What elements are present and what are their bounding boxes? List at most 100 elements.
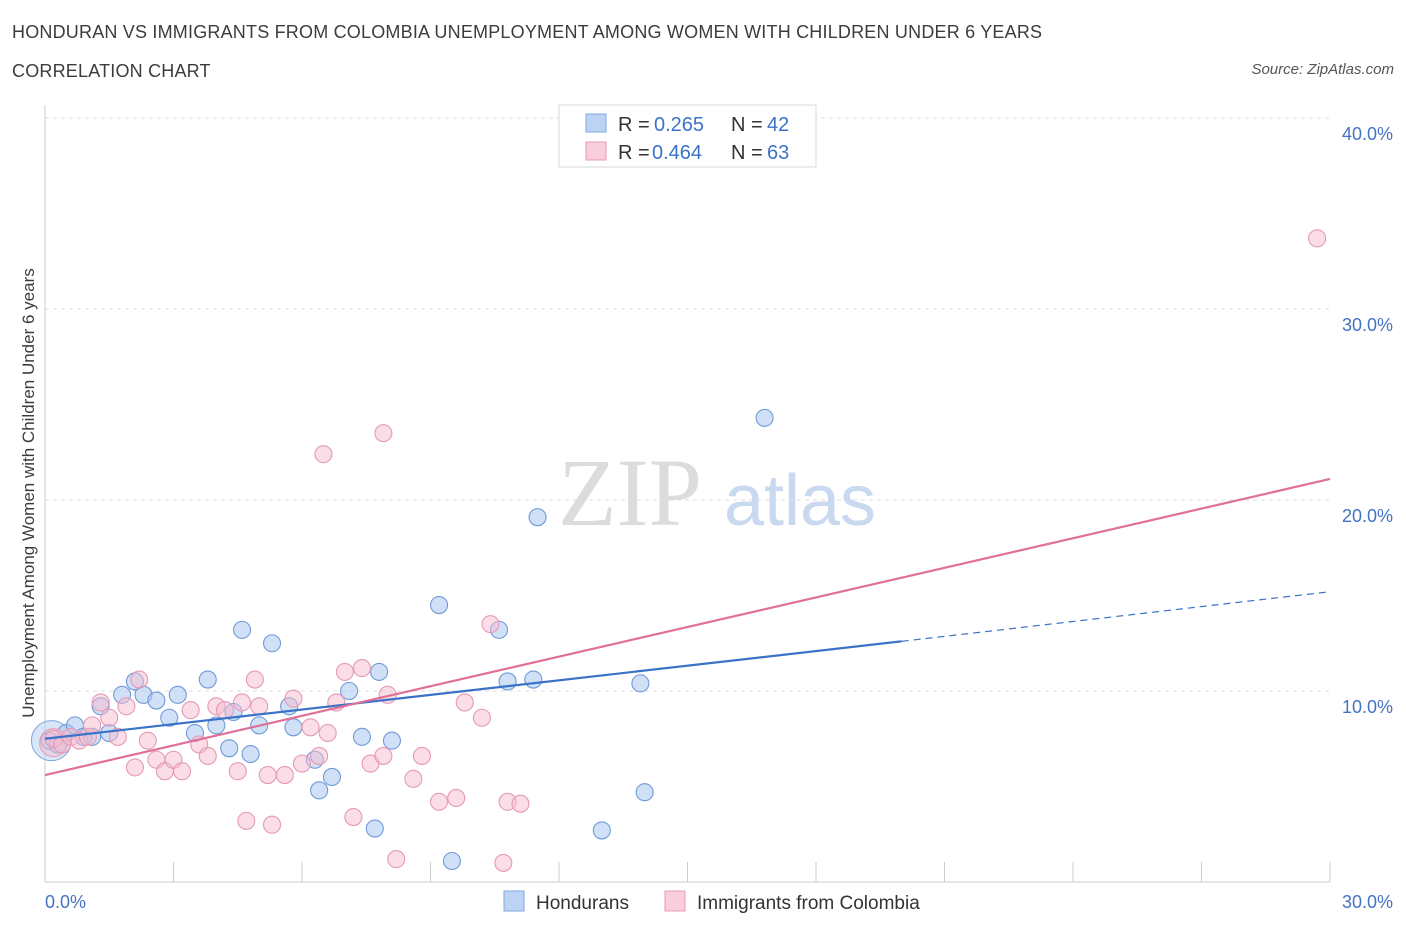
legend-swatch-pink [585, 141, 607, 161]
x-axis-ticks [44, 862, 1331, 882]
colombia-point [108, 727, 127, 746]
colombia-point [237, 811, 256, 830]
colombia-point [83, 716, 102, 735]
colombia-point [447, 788, 466, 808]
x-tick-label-0: 0.0% [45, 892, 86, 912]
y-tick-label-20: 20.0% [1342, 506, 1393, 526]
colombia-point [275, 765, 294, 785]
hondurans-point [168, 685, 187, 704]
colombia-point [374, 424, 393, 443]
colombia-point [228, 762, 247, 781]
bottom-legend-colombia: Immigrants from Colombia [697, 893, 920, 914]
colombia-point [100, 708, 119, 727]
hondurans-point [631, 674, 650, 693]
legend-n-value-0: 42 [767, 114, 789, 136]
hondurans-point [322, 767, 342, 787]
grid-lines [45, 117, 1330, 692]
colombia-point [318, 723, 337, 743]
colombia-point [344, 808, 363, 827]
hondurans-point [262, 634, 282, 653]
colombia-point [387, 850, 406, 869]
colombia-point [352, 659, 372, 678]
hondurans-point [220, 739, 239, 758]
hondurans-point [635, 783, 654, 802]
y-tick-label-10: 10.0% [1342, 697, 1393, 717]
colombia-point [412, 746, 431, 765]
colombia-point [301, 718, 320, 737]
colombia-point [245, 670, 264, 689]
colombia-point [181, 701, 200, 720]
hondurans-point [340, 681, 359, 701]
hondurans-point [241, 744, 260, 764]
source-label: Source: ZipAtlas.com [1251, 61, 1394, 78]
correlation-legend: R = 0.265 N = 42 R = 0.464 N = 63 [558, 104, 817, 168]
colombia-trend-line [44, 477, 1331, 777]
colombia-point [250, 697, 269, 716]
watermark: ZIP atlas [558, 439, 876, 546]
y-axis-label: Unemployment Among Women with Children U… [19, 268, 38, 717]
bottom-legend-hondurans: Hondurans [536, 893, 629, 914]
trend-lines [44, 477, 1331, 777]
colombia-point [494, 853, 513, 872]
colombia-point [138, 731, 157, 750]
colombia-point [374, 746, 393, 765]
colombia-point [284, 689, 303, 708]
bottom-legend-swatch-colombia [664, 890, 686, 912]
colombia-point [404, 769, 423, 788]
colombia-point [511, 794, 530, 813]
colombia-point [481, 615, 500, 634]
hondurans-point [310, 781, 329, 800]
hondurans-point [232, 620, 252, 639]
hondurans-point [207, 716, 226, 735]
watermark-zip: ZIP [558, 439, 702, 546]
legend-r-value-0: 0.265 [654, 114, 704, 136]
colombia-point [292, 754, 312, 773]
legend-r-label-0: R = [618, 114, 650, 136]
chart-title: HONDURAN VS IMMIGRANTS FROM COLOMBIA UNE… [12, 22, 1043, 42]
hondurans-point [442, 851, 461, 871]
colombia-point [472, 708, 491, 727]
y-tick-label-40: 40.0% [1342, 124, 1393, 144]
series-colombia-points [39, 229, 1327, 872]
legend-r-value-1: 0.464 [652, 142, 702, 164]
legend-r-label-1: R = [618, 142, 650, 164]
colombia-point [130, 670, 149, 689]
hondurans-point [284, 718, 303, 737]
y-tick-label-30: 30.0% [1342, 315, 1393, 335]
colombia-point [430, 792, 449, 811]
hondurans-point [352, 727, 372, 746]
colombia-point [310, 746, 329, 765]
hondurans-point [524, 670, 543, 689]
hondurans-trend-extension [901, 591, 1331, 642]
hondurans-point [160, 708, 179, 727]
colombia-point [91, 693, 110, 712]
legend-n-label-0: N = [731, 114, 763, 136]
hondurans-trend-line [44, 640, 902, 740]
legend-n-value-1: 63 [767, 142, 789, 164]
colombia-point [258, 765, 277, 785]
colombia-point [1308, 229, 1327, 248]
y-tick-labels: 10.0% 20.0% 30.0% 40.0% [1342, 124, 1393, 717]
colombia-point [125, 758, 144, 777]
hondurans-point [198, 670, 217, 689]
colombia-point [455, 693, 474, 712]
colombia-point [262, 815, 282, 834]
hondurans-point [147, 691, 166, 710]
colombia-point [335, 662, 354, 681]
x-tick-label-1: 30.0% [1342, 892, 1393, 912]
legend-n-label-1: N = [731, 142, 763, 164]
colombia-point [173, 762, 192, 781]
series-legend: Hondurans Immigrants from Colombia [503, 890, 920, 914]
bottom-legend-swatch-hondurans [503, 890, 525, 912]
legend-swatch-blue [585, 113, 607, 133]
hondurans-point [365, 819, 384, 838]
chart-subtitle: CORRELATION CHART [12, 61, 211, 81]
colombia-point [117, 697, 136, 716]
colombia-point [198, 746, 217, 765]
hondurans-point [592, 821, 611, 840]
colombia-point [314, 445, 333, 464]
colombia-point [215, 701, 234, 720]
colombia-point [232, 693, 252, 712]
hondurans-point [370, 662, 389, 681]
